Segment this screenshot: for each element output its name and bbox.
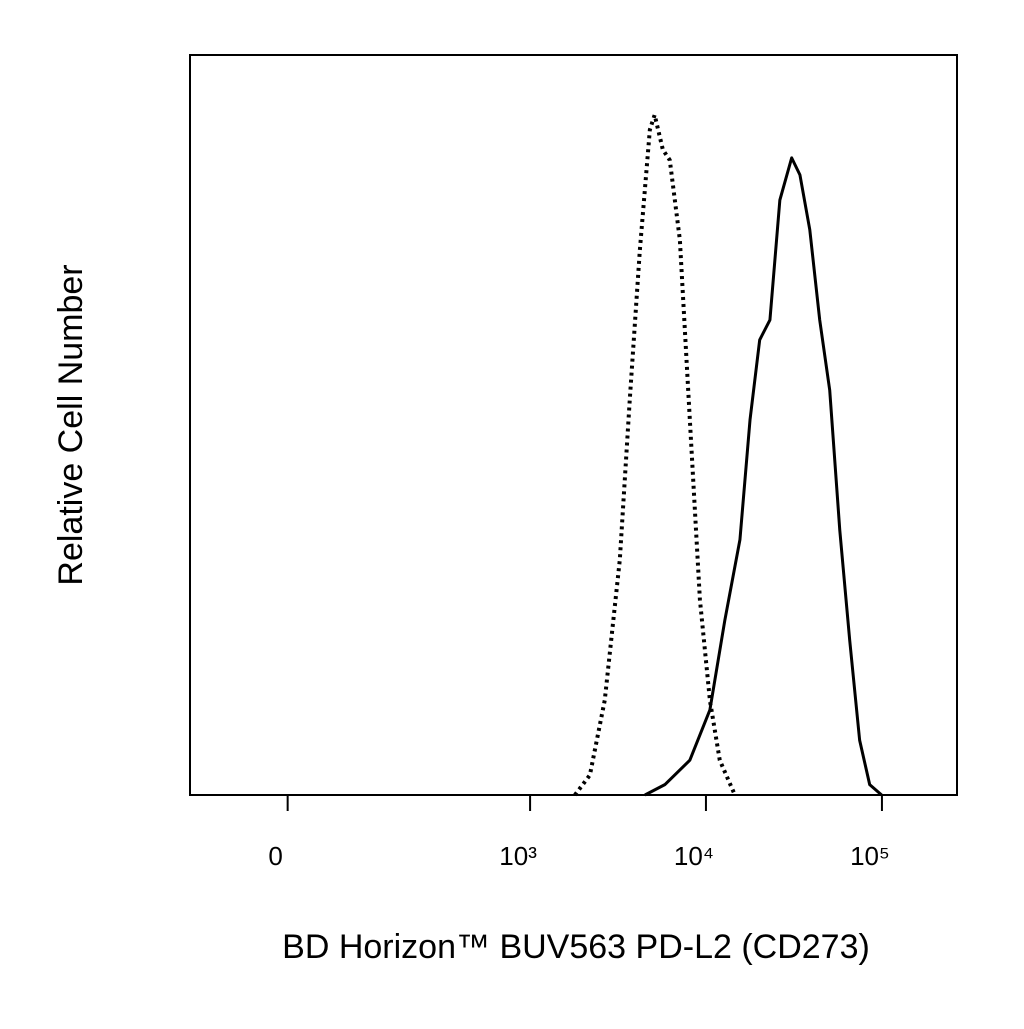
x-tick-label: 10³ — [499, 841, 537, 871]
y-axis-label: Relative Cell Number — [52, 264, 90, 585]
x-tick-label: 10⁵ — [850, 841, 890, 871]
x-tick-label: 10⁴ — [674, 841, 714, 871]
x-tick-label: 0 — [268, 841, 282, 871]
histogram-line — [573, 112, 737, 797]
x-axis-label: BD Horizon™ BUV563 PD-L2 (CD273) — [282, 928, 870, 966]
histogram-line — [644, 156, 883, 797]
plot-frame — [189, 54, 958, 796]
